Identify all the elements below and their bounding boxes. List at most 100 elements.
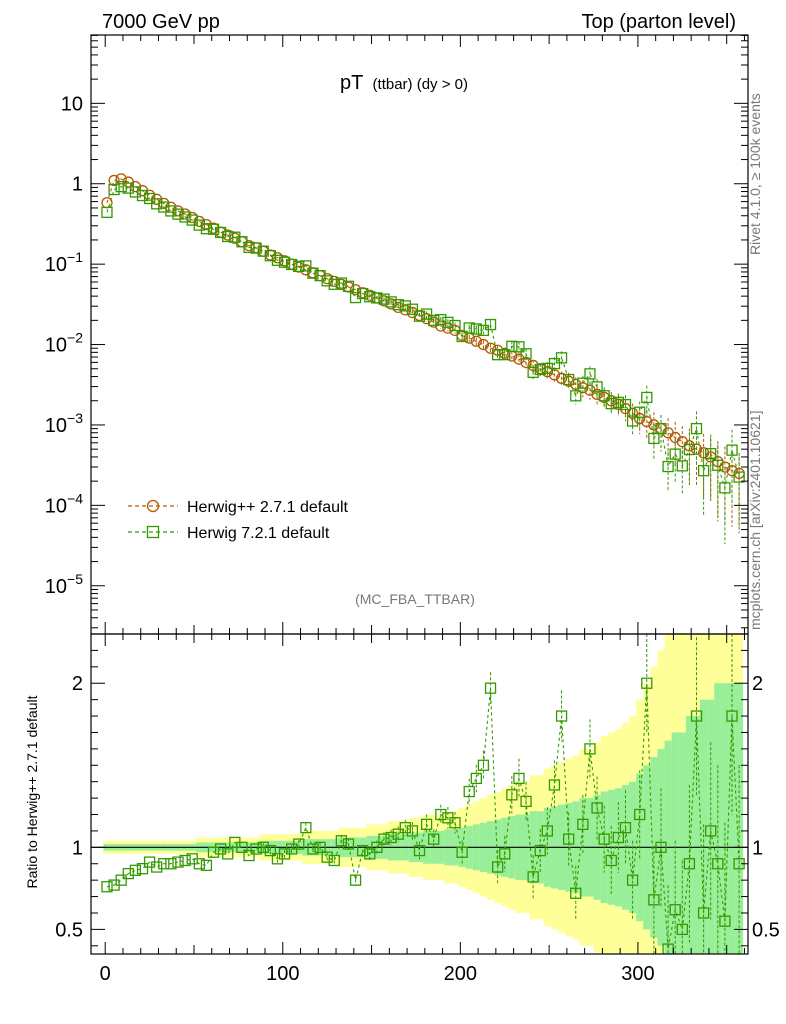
ratio-y-tick-label-right: 1	[752, 837, 763, 859]
data-point-herwig7	[300, 260, 312, 272]
main-y-tick-label: 10−2	[45, 330, 83, 357]
ratio-point-herwig7	[612, 831, 625, 844]
data-point-herwigpp	[484, 342, 497, 354]
data-point-herwig7	[534, 363, 546, 376]
data-point-herwigpp	[555, 372, 568, 384]
ratio-point-herwig7	[165, 858, 177, 870]
ratio-point-herwig7	[321, 851, 333, 863]
legend-label-herwigpp: Herwig++ 2.7.1 default	[187, 499, 349, 516]
data-point-herwig7	[129, 186, 142, 198]
data-point-herwig7	[463, 322, 475, 334]
data-point-herwig7	[712, 459, 724, 471]
data-point-herwigpp	[719, 461, 731, 473]
data-point-herwig7	[584, 368, 596, 380]
data-point-herwig7	[321, 275, 333, 287]
ratio-point-herwig7	[548, 779, 561, 791]
data-point-herwig7	[357, 287, 369, 300]
data-point-herwig7	[719, 482, 731, 494]
ratio-point-herwig7	[399, 821, 411, 834]
analysis-watermark: (MC_FBA_TTBAR)	[355, 591, 475, 607]
ratio-y-tick-label-left: 0.5	[55, 919, 83, 941]
ratio-point-herwig7	[541, 825, 553, 837]
data-point-herwig7	[293, 260, 305, 273]
data-point-herwig7	[158, 201, 170, 213]
data-point-herwig7	[491, 349, 504, 361]
main-y-tick-labels: 10 1 10−1 10−2 10−3 10−4 10−5	[45, 93, 83, 597]
data-point-herwig7	[655, 422, 667, 435]
data-point-herwigpp	[108, 174, 120, 187]
ratio-point-herwig7	[598, 833, 610, 845]
data-point-herwig7	[477, 324, 490, 337]
plot-title-main: pT	[340, 72, 363, 94]
ratio-panel-frame	[90, 633, 749, 955]
main-y-tick-base: 10	[45, 495, 67, 517]
data-point-herwig7	[634, 406, 646, 418]
ratio-point-herwig7	[243, 849, 255, 862]
ratio-y-label: Ratio to Herwig++ 2.7.1 default	[24, 695, 40, 888]
data-point-herwig7	[406, 303, 419, 315]
main-y-tick-label: 10−3	[45, 410, 83, 437]
ratio-point-herwig7	[349, 874, 362, 886]
data-point-herwigpp	[634, 412, 646, 425]
ratio-point-herwig7	[470, 772, 482, 785]
ratio-band-green	[714, 683, 722, 954]
data-point-herwig7	[470, 323, 482, 335]
ratio-point-herwig7	[690, 710, 703, 722]
ratio-point-herwig7	[563, 833, 575, 845]
side-label-top: Rivet 4.1.0, ≥ 100k events	[747, 93, 763, 255]
data-point-herwig7	[413, 310, 426, 322]
data-point-herwig7	[392, 299, 404, 311]
ratio-band-green	[678, 732, 687, 954]
ratio-point-herwig7	[158, 858, 170, 870]
main-y-tick-base: 10	[45, 335, 67, 357]
data-point-herwig7	[648, 432, 660, 445]
data-point-herwig7	[563, 373, 575, 386]
data-point-herwig7	[172, 208, 184, 220]
ratio-band-green	[707, 699, 715, 954]
series-line-herwigpp	[106, 178, 740, 474]
data-point-herwig7	[250, 242, 262, 254]
data-point-herwig7	[328, 278, 340, 290]
data-point-herwig7	[136, 189, 149, 202]
data-point-herwig7	[456, 330, 468, 343]
data-point-herwigpp	[690, 443, 703, 455]
data-point-herwigpp	[477, 338, 490, 351]
data-point-herwig7	[200, 223, 213, 235]
ratio-point-herwig7	[463, 785, 475, 798]
ratio-point-herwig7	[626, 874, 639, 886]
legend-label-herwig7: Herwig 7.2.1 default	[187, 525, 330, 542]
ratio-point-herwig7	[300, 821, 312, 834]
ratio-point-herwig7	[115, 874, 127, 886]
data-point-herwig7	[520, 348, 532, 360]
ratio-point-herwig7	[314, 841, 326, 853]
ratio-point-herwig7	[520, 795, 532, 808]
data-point-herwig7	[513, 341, 525, 353]
ratio-point-herwig7	[420, 818, 433, 831]
ratio-point-herwig7	[719, 915, 731, 927]
data-point-herwig7	[449, 319, 461, 332]
data-point-herwig7	[214, 226, 227, 239]
main-panel-data	[101, 173, 745, 545]
ratio-point-herwig7	[101, 881, 113, 893]
data-point-herwig7	[548, 357, 561, 370]
data-point-herwigpp	[648, 419, 660, 431]
main-panel-frame	[90, 34, 749, 635]
ratio-point-herwig7	[428, 833, 440, 845]
data-point-herwig7	[662, 460, 674, 473]
data-point-herwig7	[115, 181, 127, 193]
legend-entry-herwig7: Herwig 7.2.1 default	[128, 525, 330, 542]
data-point-herwig7	[286, 258, 298, 271]
ratio-point-herwig7	[357, 844, 369, 857]
ratio-point-herwig7	[378, 833, 390, 845]
ratio-point-herwig7	[605, 854, 617, 867]
ratio-point-herwig7	[250, 843, 262, 855]
ratio-point-herwig7	[726, 710, 738, 722]
ratio-y-tick-label-right: 0.5	[752, 919, 780, 941]
ratio-point-herwig7	[406, 825, 419, 837]
x-tick-label: 0	[100, 963, 111, 985]
ratio-point-herwig7	[484, 682, 497, 694]
data-point-herwig7	[193, 219, 205, 231]
ratio-point-herwig7	[293, 838, 305, 850]
data-point-herwig7	[442, 316, 454, 329]
ratio-point-herwig7	[527, 871, 539, 883]
